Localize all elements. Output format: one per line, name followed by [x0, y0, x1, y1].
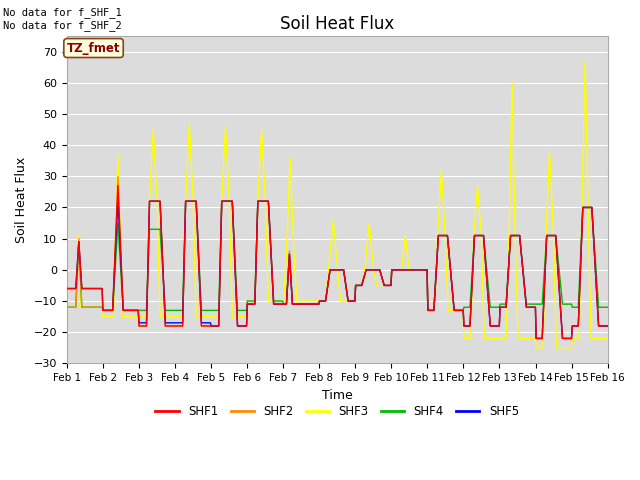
Legend: SHF1, SHF2, SHF3, SHF4, SHF5: SHF1, SHF2, SHF3, SHF4, SHF5 — [151, 400, 524, 423]
SHF5 — [63, 286, 70, 291]
SHF4 — [404, 267, 412, 273]
SHF4 — [213, 308, 221, 313]
SHF2 — [212, 323, 220, 329]
SHF2 — [114, 173, 122, 179]
SHF4 — [420, 267, 428, 273]
SHF4 — [73, 288, 81, 294]
SHF5 — [604, 323, 611, 329]
Line: SHF5: SHF5 — [67, 198, 607, 338]
SHF2 — [532, 336, 540, 341]
Y-axis label: Soil Heat Flux: Soil Heat Flux — [15, 156, 28, 243]
SHF3 — [532, 345, 540, 351]
SHF2 — [404, 267, 412, 273]
SHF2 — [184, 198, 192, 204]
SHF5 — [184, 198, 192, 204]
SHF5 — [129, 308, 137, 313]
SHF1 — [419, 267, 427, 273]
SHF5 — [114, 195, 122, 201]
SHF4 — [185, 198, 193, 204]
SHF3 — [183, 167, 191, 173]
SHF2 — [73, 287, 81, 293]
SHF3 — [129, 314, 136, 320]
SHF4 — [63, 304, 70, 310]
SHF3 — [581, 58, 589, 64]
SHF2 — [419, 267, 427, 273]
SHF1 — [404, 267, 412, 273]
SHF3 — [63, 304, 70, 310]
Line: SHF2: SHF2 — [67, 176, 607, 338]
SHF5 — [532, 336, 540, 341]
SHF5 — [73, 274, 81, 280]
SHF1 — [604, 323, 611, 329]
SHF3 — [419, 267, 426, 273]
SHF4 — [99, 308, 107, 313]
SHF1 — [73, 274, 81, 280]
SHF2 — [129, 308, 137, 313]
SHF1 — [184, 198, 192, 204]
SHF2 — [604, 323, 611, 329]
SHF5 — [419, 267, 427, 273]
X-axis label: Time: Time — [322, 389, 353, 402]
Title: Soil Heat Flux: Soil Heat Flux — [280, 15, 394, 33]
SHF1 — [63, 286, 70, 291]
SHF5 — [212, 323, 220, 329]
SHF1 — [212, 323, 220, 329]
Text: TZ_fmet: TZ_fmet — [67, 42, 120, 55]
SHF4 — [182, 198, 189, 204]
SHF1 — [114, 183, 122, 189]
SHF5 — [404, 267, 412, 273]
Line: SHF3: SHF3 — [67, 61, 607, 348]
Line: SHF4: SHF4 — [67, 201, 607, 311]
SHF2 — [63, 304, 70, 310]
SHF3 — [604, 336, 611, 341]
SHF3 — [403, 246, 411, 252]
Text: No data for f_SHF_1
No data for f_SHF_2: No data for f_SHF_1 No data for f_SHF_2 — [3, 7, 122, 31]
SHF1 — [129, 308, 137, 313]
Line: SHF1: SHF1 — [67, 186, 607, 338]
SHF4 — [604, 304, 611, 310]
SHF1 — [532, 336, 540, 341]
SHF3 — [212, 314, 220, 320]
SHF4 — [129, 308, 137, 313]
SHF3 — [73, 304, 81, 310]
